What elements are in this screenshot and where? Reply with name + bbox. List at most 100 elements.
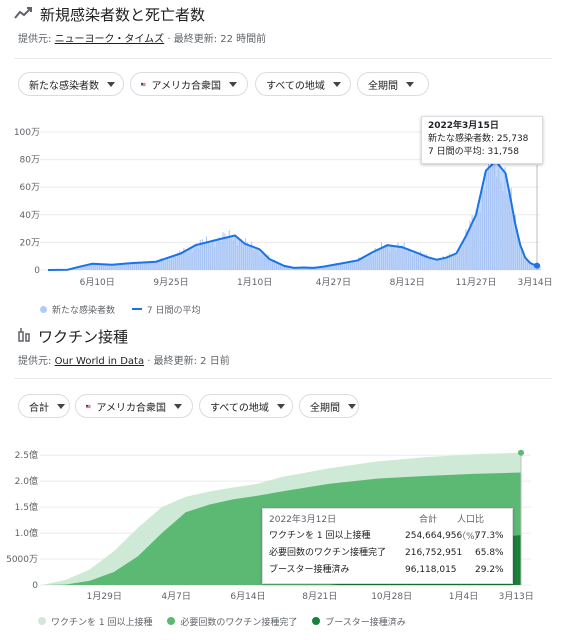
cases-x-tick: 6月10日 xyxy=(80,277,115,288)
vaccine-tooltip-row3-total: 96,118,015 xyxy=(405,565,457,575)
vaccine-hover-dot xyxy=(518,449,524,456)
cases-x-tick: 11月27日 xyxy=(456,277,497,288)
chevron-down-icon xyxy=(107,81,115,87)
vaccine-y-tick: 2.0億 xyxy=(15,475,38,487)
vaccine-x-tick: 6月14日 xyxy=(230,591,265,602)
cases-tooltip-value-1: 25,738 xyxy=(496,134,529,144)
cases-y-tick: 80万 xyxy=(20,156,40,166)
legend-line-icon xyxy=(131,308,142,310)
vaccine-source-prefix: 提供元: xyxy=(18,356,52,367)
cases-source-prefix: 提供元: xyxy=(18,34,52,45)
vaccine-x-tick: 3月13日 xyxy=(499,591,534,602)
cases-legend-new: 新たな感染者数 xyxy=(52,306,116,316)
vaccine-tooltip-col-total: 合計 xyxy=(419,515,438,525)
vaccine-legend-full: 必要回数のワクチン接種完了 xyxy=(180,618,298,628)
cases-tooltip-date: 2022年3月15日 xyxy=(428,121,499,131)
cases-y-tick: 40万 xyxy=(20,211,40,221)
vaccine-x-tick: 10月28日 xyxy=(371,591,412,602)
vaccine-region-label: すべての地域 xyxy=(210,402,269,414)
vaccine-tooltip-row2-total: 216,752,951 xyxy=(405,548,463,558)
vaccine-y-tick: 1.5億 xyxy=(15,501,38,513)
chevron-down-icon xyxy=(174,403,182,409)
cases-y-tick: 20万 xyxy=(20,238,40,248)
cases-tooltip-label-1: 新たな感染者数: xyxy=(428,134,495,144)
legend-dot-icon xyxy=(38,617,46,625)
us-flag-icon xyxy=(141,82,146,86)
cases-metric-dropdown[interactable]: 新たな感染者数 xyxy=(18,72,124,96)
cases-x-tick: 3月14日 xyxy=(517,277,552,288)
cases-legend-avg: 7 日間の平均 xyxy=(146,306,201,316)
cases-x-tick: 8月12日 xyxy=(390,277,425,288)
cases-tooltip: 2022年3月15日 新たな感染者数: 25,738 7 日間の平均: 31,7… xyxy=(421,116,543,164)
vaccine-country-label: アメリカ合衆国 xyxy=(96,402,167,414)
vaccine-tooltip-row2-pct: 65.8% xyxy=(475,548,504,558)
cases-period-label: 全期間 xyxy=(368,80,398,92)
vaccine-tooltip-row1-pct: 77.3% xyxy=(475,531,504,541)
vaccine-x-tick: 8月21日 xyxy=(302,591,337,602)
cases-legend: 新たな感染者数 7 日間の平均 xyxy=(40,303,200,316)
vaccine-tooltip: 2022年3月12日 合計 人口比（%） ワクチンを 1 回以上接種 254,6… xyxy=(262,508,513,584)
cases-divider xyxy=(14,58,552,59)
vaccine-region-dropdown[interactable]: すべての地域 xyxy=(199,394,293,418)
cases-period-dropdown[interactable]: 全期間 xyxy=(357,72,429,96)
vaccine-tooltip-row3-pct: 29.2% xyxy=(475,565,504,575)
vaccine-period-dropdown[interactable]: 全期間 xyxy=(299,394,359,418)
cases-y-tick: 60万 xyxy=(20,183,40,193)
cases-avg-line xyxy=(47,159,541,271)
cases-hover-dot xyxy=(534,262,540,269)
cases-source: 提供元: ニューヨーク・タイムズ · 最終更新: 22 時間前 xyxy=(18,30,266,45)
vaccine-period-label: 全期間 xyxy=(310,402,340,414)
legend-dot-icon xyxy=(312,617,321,625)
vaccine-y-tick: 0 xyxy=(32,581,38,591)
vaccine-tooltip-row2-label: 必要回数のワクチン接種完了 xyxy=(269,548,387,558)
vaccine-metric-label: 合計 xyxy=(29,402,49,414)
cases-y-tick: 100万 xyxy=(14,128,40,138)
cases-tooltip-value-2: 31,758 xyxy=(487,147,520,157)
vaccine-y-tick: 5000万 xyxy=(6,555,38,565)
chevron-down-icon xyxy=(406,81,414,87)
vaccine-divider xyxy=(14,378,552,379)
cases-country-dropdown[interactable]: アメリカ合衆国 xyxy=(130,72,248,96)
vaccine-source-link[interactable]: Our World in Data xyxy=(54,356,145,367)
vaccine-y-tick: 1.0億 xyxy=(15,527,38,539)
legend-dot-icon xyxy=(167,617,176,625)
chevron-down-icon xyxy=(229,81,237,87)
vaccine-x-tick: 4月7日 xyxy=(161,591,190,602)
vaccine-legend: ワクチンを 1 回以上接種 必要回数のワクチン接種完了 ブースター接種済み xyxy=(38,615,406,628)
cases-updated: · 最終更新: 22 時間前 xyxy=(167,34,267,45)
chevron-down-icon xyxy=(57,403,65,409)
vaccine-y-tick: 2.5億 xyxy=(15,449,38,461)
chevron-down-icon xyxy=(332,81,341,87)
cases-country-label: アメリカ合衆国 xyxy=(151,80,222,92)
vaccine-metric-dropdown[interactable]: 合計 xyxy=(18,394,70,418)
syringe-icon xyxy=(16,327,32,343)
us-flag-icon xyxy=(86,404,91,408)
vaccine-tooltip-col-pct: 人口比（%） xyxy=(457,515,485,542)
cases-region-dropdown[interactable]: すべての地域 xyxy=(255,72,351,96)
vaccine-title: ワクチン接種 xyxy=(38,328,129,346)
cases-metric-label: 新たな感染者数 xyxy=(29,80,99,92)
vaccine-legend-boost: ブースター接種済み xyxy=(325,618,406,628)
vaccine-tooltip-row3-label: ブースター接種済み xyxy=(269,565,350,575)
cases-chart[interactable]: 0 20万 40万 60万 80万 100万 6月10日 9月25日 1月10日 4月27日 8月1… xyxy=(0,120,567,295)
vaccine-country-dropdown[interactable]: アメリカ合衆国 xyxy=(75,394,193,418)
vaccine-legend-one: ワクチンを 1 回以上接種 xyxy=(51,618,153,628)
cases-tooltip-label-2: 7 日間の平均: xyxy=(428,147,485,157)
vaccine-x-tick: 1月29日 xyxy=(87,591,122,602)
cases-trend-icon xyxy=(14,5,34,21)
vaccine-x-tick: 1月4日 xyxy=(449,591,478,602)
cases-title: 新規感染者数と死亡者数 xyxy=(40,6,206,24)
cases-x-tick: 9月25日 xyxy=(153,277,188,288)
vaccine-updated: · 最終更新: 2 日前 xyxy=(147,356,230,367)
legend-dot-icon xyxy=(40,306,47,313)
cases-y-tick: 0 xyxy=(34,266,40,276)
cases-source-link[interactable]: ニューヨーク・タイムズ xyxy=(54,34,165,45)
cases-region-label: すべての地域 xyxy=(266,80,325,92)
vaccine-tooltip-date: 2022年3月12日 xyxy=(269,515,337,525)
vaccine-source: 提供元: Our World in Data · 最終更新: 2 日前 xyxy=(18,352,230,367)
vaccine-tooltip-row1-label: ワクチンを 1 回以上接種 xyxy=(269,531,371,541)
chevron-down-icon xyxy=(348,403,356,409)
cases-x-tick: 4月27日 xyxy=(316,277,351,288)
chevron-down-icon xyxy=(276,403,285,409)
cases-x-tick: 1月10日 xyxy=(237,277,272,288)
